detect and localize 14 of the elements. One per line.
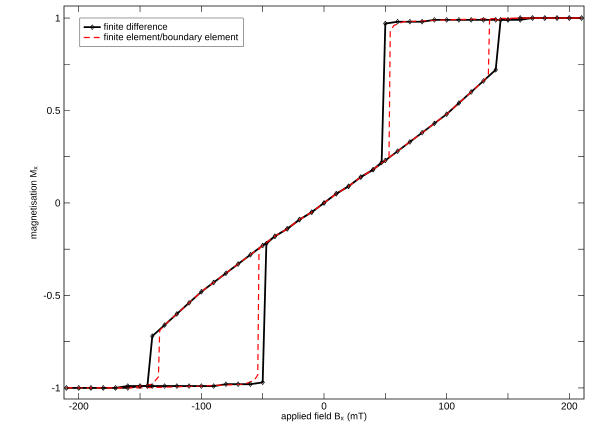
- x-axis-title: applied field B$_{x}$ (mT): [281, 412, 366, 422]
- y-tick-label: 1: [56, 14, 60, 22]
- x-tick-label: -200: [69, 402, 88, 410]
- y-tick-label: -0.5: [44, 292, 60, 299]
- legend-label: finite difference: [104, 22, 168, 30]
- x-tick-label: 200: [561, 402, 578, 410]
- x-tick-label: 100: [439, 402, 455, 410]
- y-tick-label: 0.5: [47, 106, 60, 114]
- legend-label: finite element/boundary element: [104, 33, 238, 42]
- y-axis-title: magnetisation M$_{x}$: [30, 166, 38, 238]
- y-tick-label: 0: [55, 199, 60, 206]
- y-tick-label: -1: [52, 384, 60, 392]
- x-tick-label: -100: [192, 402, 211, 410]
- x-tick-label: 0: [322, 402, 326, 410]
